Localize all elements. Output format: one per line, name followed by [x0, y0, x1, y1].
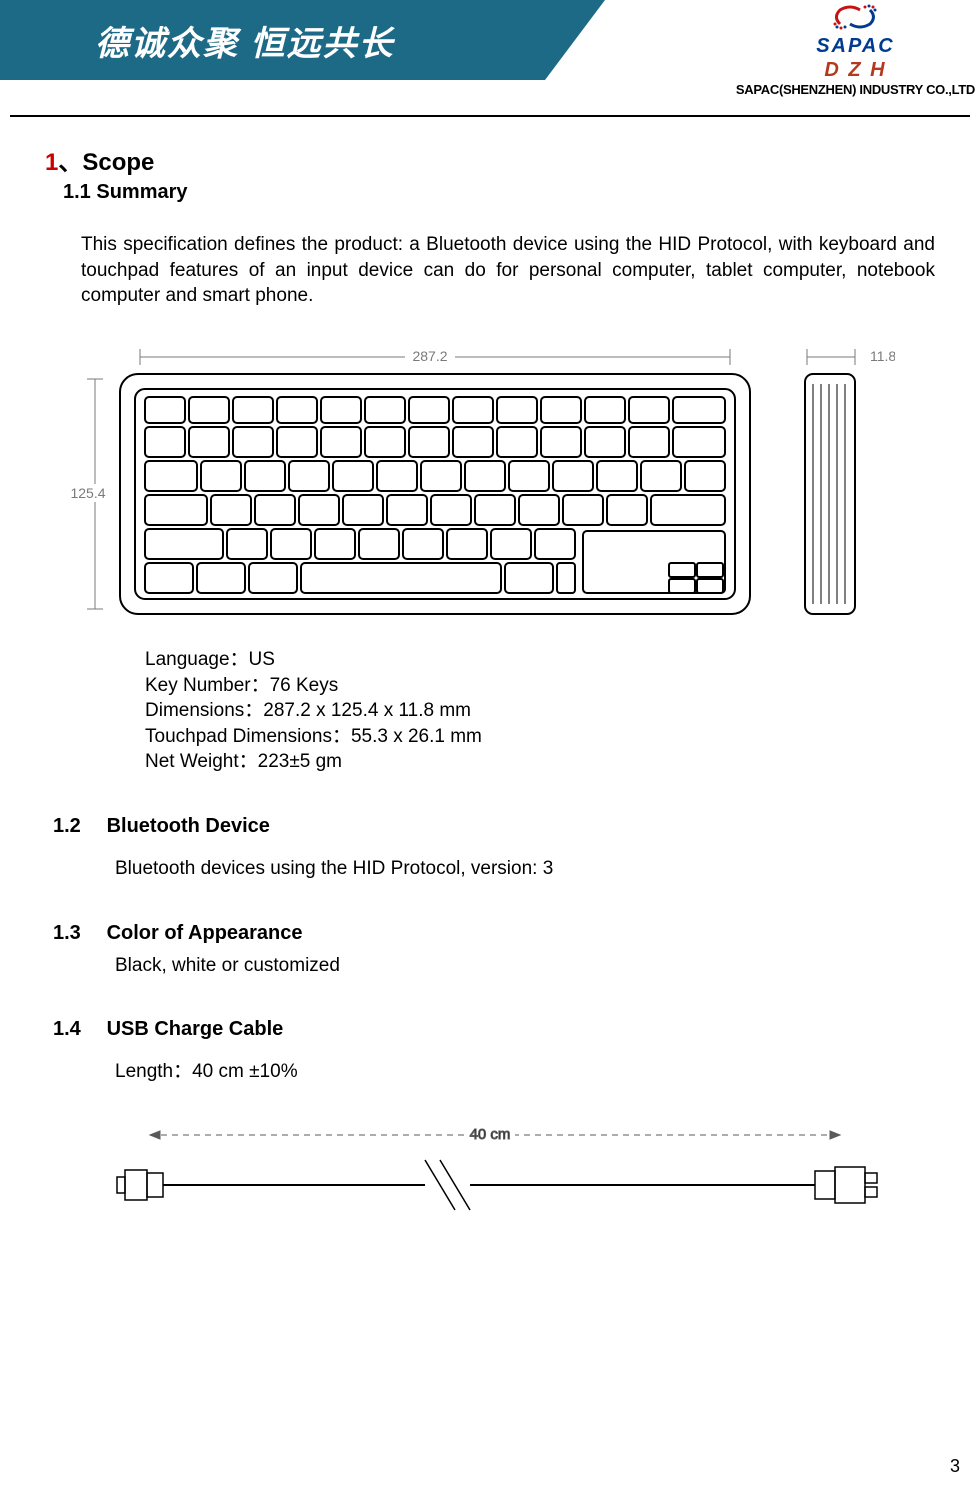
- spec-dimensions: Dimensions：287.2 x 125.4 x 11.8 mm: [145, 698, 935, 724]
- page-number: 3: [950, 1456, 960, 1477]
- section-1-2-title: Bluetooth Device: [107, 815, 270, 837]
- spec-keynum: Key Number：76 Keys: [145, 673, 935, 699]
- brand-line2: D Z H: [736, 58, 975, 82]
- header: 德诚众聚 恒远共长 SAPAC D Z H SAPAC(SHENZHEN) IN…: [0, 0, 980, 100]
- section-1-1-heading: 1.1 Summary: [63, 181, 935, 204]
- cable-length-label: 40 cm: [470, 1126, 511, 1143]
- keyboard-diagram: 287.2 125.4 11.8: [65, 339, 935, 629]
- spec-list: Language：US Key Number：76 Keys Dimension…: [145, 647, 935, 775]
- section-1-2-num: 1.2: [53, 815, 101, 838]
- spec-touchpad: Touchpad Dimensions：55.3 x 26.1 mm: [145, 724, 935, 750]
- section-1-4-title: USB Charge Cable: [107, 1018, 284, 1040]
- section-1-3-heading: 1.3 Color of Appearance: [53, 922, 935, 945]
- banner: 德诚众聚 恒远共长: [0, 0, 545, 80]
- section-number: 1: [45, 149, 58, 176]
- cable-diagram: 40 cm: [95, 1115, 935, 1235]
- section-1-2-heading: 1.2 Bluetooth Device: [53, 815, 935, 838]
- section-1-3-title: Color of Appearance: [107, 922, 303, 944]
- logo-block: SAPAC D Z H SAPAC(SHENZHEN) INDUSTRY CO.…: [736, 2, 975, 98]
- dim-width: 287.2: [412, 348, 447, 364]
- summary-paragraph: This specification defines the product: …: [81, 232, 935, 309]
- section-1-4-heading: 1.4 USB Charge Cable: [53, 1018, 935, 1041]
- page-body: 1、Scope 1.1 Summary This specification d…: [0, 117, 980, 1235]
- brand-line1: SAPAC: [736, 34, 975, 58]
- banner-text: 德诚众聚 恒远共长: [95, 16, 394, 65]
- banner-triangle: [545, 0, 605, 80]
- logo-icon: [825, 2, 885, 32]
- section-title: Scope: [82, 149, 154, 176]
- spec-language: Language：US: [145, 647, 935, 673]
- section-1-4-text: Length：40 cm ±10%: [115, 1059, 935, 1085]
- spec-weight: Net Weight：223±5 gm: [145, 749, 935, 775]
- section-1-3-text: Black, white or customized: [115, 953, 935, 979]
- section-1-heading: 1、Scope: [45, 142, 935, 177]
- section-1-2-text: Bluetooth devices using the HID Protocol…: [115, 856, 935, 882]
- company-name: SAPAC(SHENZHEN) INDUSTRY CO.,LTD: [736, 82, 975, 98]
- section-1-4-num: 1.4: [53, 1018, 101, 1041]
- dim-height: 125.4: [70, 485, 105, 501]
- section-1-3-num: 1.3: [53, 922, 101, 945]
- dim-thickness: 11.8: [870, 348, 895, 364]
